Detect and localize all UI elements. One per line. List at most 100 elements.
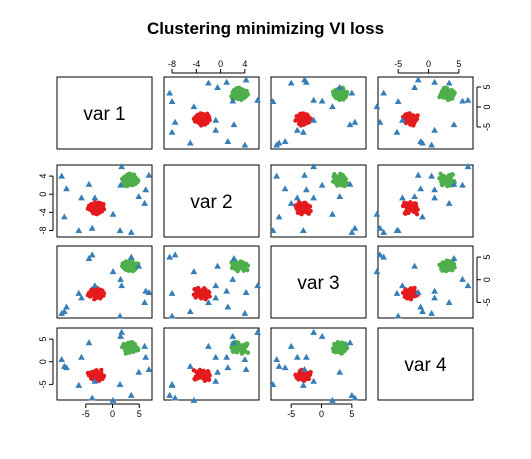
cluster-3-point xyxy=(224,138,231,144)
cluster-1-point xyxy=(196,371,200,375)
cluster-3-point xyxy=(231,121,238,127)
cluster-3-point xyxy=(417,185,424,191)
cluster-3-point xyxy=(282,138,289,144)
cluster-3-point xyxy=(319,333,326,339)
panel-1-4 xyxy=(378,77,473,149)
cluster-3-point xyxy=(223,288,230,294)
cluster-3-point xyxy=(273,356,280,362)
tick-label: 5 xyxy=(349,409,354,419)
tick-label: -4 xyxy=(192,59,200,69)
cluster-2-point xyxy=(452,92,456,96)
cluster-1-point xyxy=(301,209,305,213)
cluster-2-point xyxy=(442,175,446,179)
cluster-3-point xyxy=(310,194,317,200)
cluster-1-point xyxy=(297,201,301,205)
cluster-3-point xyxy=(187,308,194,314)
cluster-2-point xyxy=(124,268,128,272)
cluster-3-point xyxy=(110,211,117,217)
cluster-3-point xyxy=(374,268,381,274)
cluster-3-point xyxy=(141,200,148,206)
cluster-3-point xyxy=(374,211,381,217)
cluster-3-point xyxy=(241,142,248,148)
cluster-3-point xyxy=(395,98,402,104)
cluster-3-point xyxy=(319,182,326,188)
tick-label: 4 xyxy=(242,59,247,69)
tick-label: 0 xyxy=(218,59,223,69)
cluster-2-point xyxy=(341,97,345,101)
cluster-3-point xyxy=(142,186,149,192)
cluster-3-point xyxy=(329,103,336,109)
tick-label: 0 xyxy=(319,409,324,419)
cluster-2-point xyxy=(234,267,238,271)
cluster-1-point xyxy=(195,376,199,380)
cluster-3-point xyxy=(336,193,343,199)
cluster-2-point xyxy=(236,262,240,266)
cluster-3-point xyxy=(276,213,283,219)
cluster-3-point xyxy=(428,173,435,179)
cluster-3-point xyxy=(288,343,295,349)
cluster-1-point xyxy=(305,373,309,377)
cluster-1-point xyxy=(301,120,305,124)
cluster-3-point xyxy=(282,364,289,370)
cluster-3-point xyxy=(61,213,68,219)
cluster-3-point xyxy=(231,255,238,261)
cluster-3-point xyxy=(446,80,453,86)
cluster-1-point xyxy=(200,373,204,377)
cluster-3-point xyxy=(352,119,359,125)
cluster-3-point xyxy=(78,354,85,360)
tick-label: -5 xyxy=(82,409,90,419)
cluster-1-point xyxy=(92,201,96,205)
cluster-2-point xyxy=(340,92,344,96)
cluster-3-point xyxy=(431,294,438,300)
cluster-1-point xyxy=(301,205,305,209)
cluster-2-point xyxy=(124,351,128,355)
cluster-3-point xyxy=(166,392,173,398)
cluster-2-point xyxy=(121,261,125,265)
cluster-2-point xyxy=(440,183,444,187)
cluster-3-point xyxy=(428,142,435,148)
tick-label: -5 xyxy=(482,298,492,306)
cluster-2-point xyxy=(127,179,131,183)
cluster-2-point xyxy=(333,345,337,349)
tick-label: 0 xyxy=(482,104,492,109)
cluster-3-point xyxy=(380,90,387,96)
cluster-2-point xyxy=(452,262,456,266)
cluster-2-point xyxy=(338,348,342,352)
tick-label: 5 xyxy=(482,255,492,260)
cluster-3-point xyxy=(86,181,93,187)
cluster-1-point xyxy=(90,371,94,375)
cluster-3-point xyxy=(282,185,289,191)
cluster-3-point xyxy=(224,364,231,370)
cluster-2-point xyxy=(333,174,337,178)
cluster-1-point xyxy=(406,202,410,206)
cluster-2-point xyxy=(236,92,240,96)
cluster-1-point xyxy=(198,295,202,299)
cluster-1-point xyxy=(404,113,408,117)
tick-label: 5 xyxy=(38,337,48,342)
cluster-1-point xyxy=(96,288,100,292)
cluster-1-point xyxy=(298,112,302,116)
cluster-3-point xyxy=(399,194,406,200)
cluster-3-point xyxy=(374,103,381,109)
cluster-1-point xyxy=(196,291,200,295)
cluster-3-point xyxy=(394,290,401,296)
cluster-3-point xyxy=(459,276,466,282)
variable-label: var 1 xyxy=(83,104,125,125)
tick-label: -8 xyxy=(168,59,176,69)
cluster-3-point xyxy=(205,343,212,349)
cluster-3-point xyxy=(212,282,219,288)
cluster-3-point xyxy=(146,366,153,372)
cluster-3-point xyxy=(223,79,230,85)
cluster-2-point xyxy=(124,174,128,178)
cluster-1-point xyxy=(96,373,100,377)
cluster-2-point xyxy=(127,340,131,344)
cluster-3-point xyxy=(214,84,221,90)
cluster-1-point xyxy=(201,122,205,126)
panel-4-3 xyxy=(271,328,366,400)
cluster-3-point xyxy=(241,356,248,362)
cluster-3-point xyxy=(89,395,96,401)
cluster-3-point xyxy=(300,129,307,135)
panel-2-4 xyxy=(378,165,473,237)
cluster-2-point xyxy=(340,179,344,183)
cluster-2-point xyxy=(243,94,247,98)
